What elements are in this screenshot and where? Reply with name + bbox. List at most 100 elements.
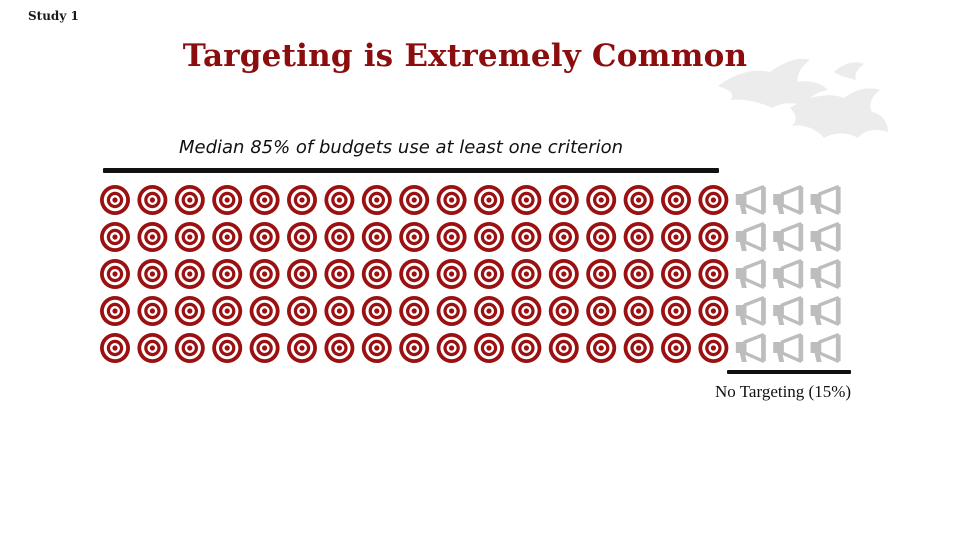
target-icon	[137, 296, 168, 326]
target-icon	[287, 185, 317, 215]
target-icon	[361, 333, 392, 363]
target-icon	[474, 185, 504, 215]
target-icon	[361, 185, 392, 215]
target-icon	[287, 222, 317, 252]
target-icon	[511, 333, 542, 363]
target-icon	[100, 259, 130, 289]
targeted-caption: Median 85% of budgets use at least one c…	[179, 137, 624, 158]
target-icon	[474, 222, 504, 252]
targeted-bracket	[103, 168, 719, 173]
target-icon	[698, 222, 729, 252]
target-icon	[436, 222, 467, 252]
target-icon	[436, 185, 467, 215]
target-icon	[511, 296, 542, 326]
target-icon	[249, 185, 280, 215]
slide-title: Targeting is Extremely Common	[182, 38, 748, 74]
target-icon	[137, 222, 168, 252]
target-icon	[249, 333, 280, 363]
megaphone-icon	[810, 259, 841, 289]
target-icon	[548, 259, 579, 289]
target-icon	[474, 259, 504, 289]
target-icon	[698, 185, 729, 215]
target-icon	[698, 296, 729, 326]
target-icon	[287, 296, 317, 326]
target-icon	[174, 222, 205, 252]
target-icon	[436, 296, 467, 326]
megaphone-icon	[773, 185, 804, 215]
target-icon	[174, 333, 205, 363]
target-icon	[287, 333, 317, 363]
target-icon	[361, 259, 392, 289]
target-icon	[100, 185, 130, 215]
target-icon	[174, 296, 205, 326]
target-icon	[586, 185, 617, 215]
target-icon	[511, 259, 542, 289]
target-icon	[623, 296, 654, 326]
target-icon	[361, 296, 392, 326]
megaphone-icon	[735, 333, 766, 363]
target-icon	[249, 222, 280, 252]
target-icon	[548, 333, 579, 363]
target-icon	[586, 333, 617, 363]
target-icon	[137, 185, 168, 215]
target-icon	[137, 333, 168, 363]
target-icon	[174, 185, 205, 215]
megaphone-icon	[810, 296, 841, 326]
target-icon	[399, 296, 430, 326]
study-label: Study 1	[28, 9, 79, 23]
target-icon	[623, 185, 654, 215]
target-icon	[399, 259, 430, 289]
megaphone-icon	[773, 333, 804, 363]
target-icon	[623, 259, 654, 289]
target-icon	[287, 259, 317, 289]
target-icon	[212, 333, 243, 363]
target-icon	[399, 222, 430, 252]
target-icon	[661, 185, 691, 215]
target-icon	[174, 259, 205, 289]
target-icon	[586, 222, 617, 252]
target-icon	[548, 222, 579, 252]
target-icon	[511, 185, 542, 215]
megaphone-icon	[810, 333, 841, 363]
target-icon	[623, 222, 654, 252]
target-icon	[100, 333, 130, 363]
target-icon	[399, 333, 430, 363]
target-icon	[212, 259, 243, 289]
target-icon	[661, 259, 691, 289]
target-icon	[212, 222, 243, 252]
target-icon	[324, 259, 355, 289]
no-targeting-bracket	[727, 370, 851, 374]
target-icon	[474, 296, 504, 326]
target-icon	[586, 259, 617, 289]
target-icon	[548, 185, 579, 215]
target-icon	[249, 259, 280, 289]
target-icon	[661, 222, 691, 252]
target-icon	[324, 333, 355, 363]
target-icon	[212, 296, 243, 326]
target-icon	[661, 296, 691, 326]
target-icon	[511, 222, 542, 252]
target-icon	[212, 185, 243, 215]
megaphone-icon	[773, 222, 804, 252]
target-icon	[324, 222, 355, 252]
target-icon	[586, 296, 617, 326]
megaphone-icon	[735, 259, 766, 289]
target-icon	[137, 259, 168, 289]
no-targeting-caption: No Targeting (15%)	[715, 382, 852, 401]
megaphone-icon	[735, 185, 766, 215]
target-icon	[436, 333, 467, 363]
megaphone-icon	[773, 296, 804, 326]
target-icon	[361, 222, 392, 252]
megaphone-icon	[810, 222, 841, 252]
dragon-silhouette-icon	[718, 58, 888, 138]
target-icon	[324, 296, 355, 326]
megaphone-icon	[773, 259, 804, 289]
target-icon	[324, 185, 355, 215]
megaphone-icon	[735, 296, 766, 326]
target-icon	[548, 296, 579, 326]
target-icon	[661, 333, 691, 363]
target-icon	[100, 296, 130, 326]
target-icon	[623, 333, 654, 363]
target-icon	[399, 185, 430, 215]
